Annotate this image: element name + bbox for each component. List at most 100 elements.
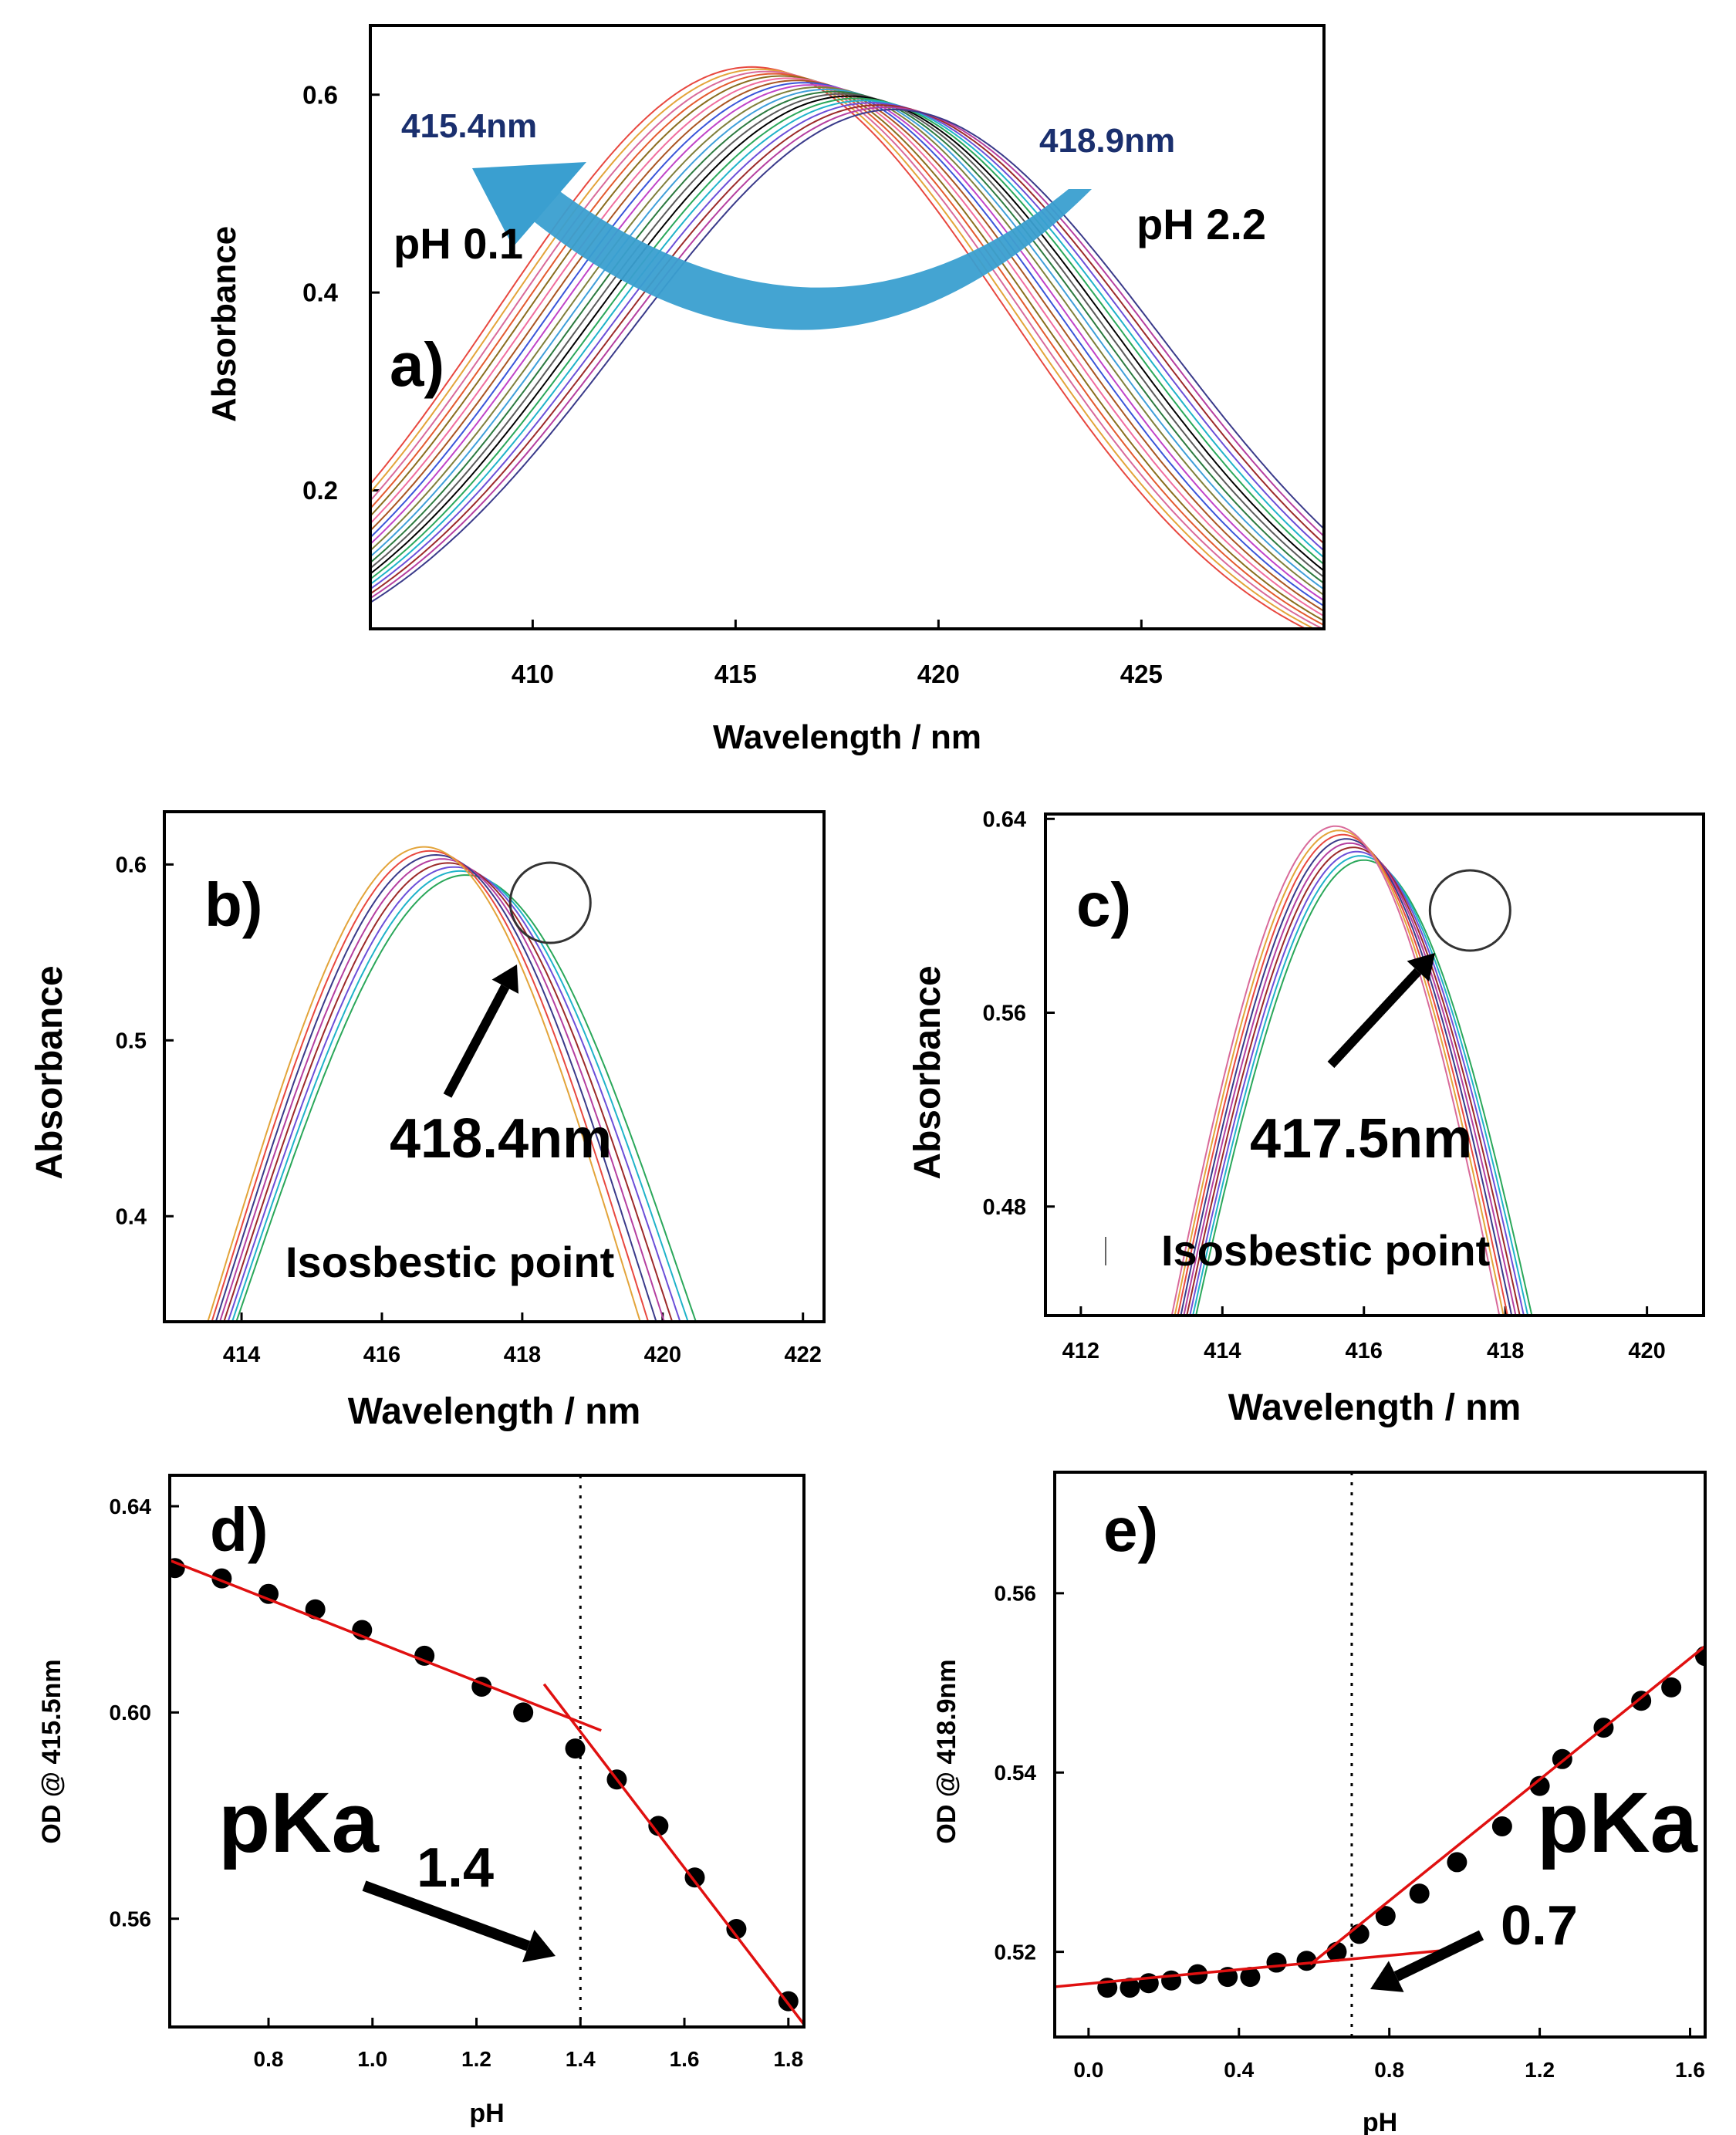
isosbestic-caption: Isosbestic point	[1161, 1226, 1490, 1275]
spectrum-series	[370, 88, 1324, 590]
isosbestic-circle	[508, 861, 592, 944]
data-point	[684, 1867, 705, 1888]
spectrum-series	[211, 850, 650, 1322]
data-point	[1296, 1951, 1317, 1971]
y-tick-label: 0.2	[302, 476, 338, 505]
ph-label-right: pH 2.2	[1137, 200, 1266, 248]
fit-line-1	[1054, 1948, 1457, 1988]
isosbestic-circle	[1428, 869, 1511, 952]
x-tick-label: 418	[1487, 1339, 1524, 1363]
x-tick-label: 1.6	[670, 2047, 700, 2071]
shift-arrow-body	[513, 174, 1092, 330]
y-tick-label: 0.6	[302, 80, 338, 109]
fit-line-2	[542, 1683, 806, 2025]
panel-label-b: b)	[204, 870, 263, 939]
spectrum-series	[370, 68, 1316, 629]
x-tick-label: 420	[644, 1343, 681, 1367]
spectrum-series	[370, 104, 1324, 595]
y-tick-label: 0.5	[116, 1029, 147, 1053]
isosbestic-wavelength-label: 417.5nm	[1250, 1108, 1472, 1170]
data-point	[648, 1816, 669, 1836]
spectrum-series	[214, 853, 657, 1322]
data-point	[1631, 1691, 1652, 1711]
y-tick-label: 0.60	[110, 1701, 152, 1725]
y-tick-label: 0.64	[110, 1495, 152, 1518]
y-axis-label: Absorbance	[205, 226, 243, 422]
plot-frame-e	[1053, 1471, 1707, 2039]
pka-arrow-head	[1370, 1961, 1404, 1992]
data-point	[1409, 1883, 1430, 1904]
x-tick-label: 0.4	[1224, 2058, 1254, 2082]
x-tick-label: 0.0	[1073, 2058, 1103, 2082]
peak-label-left: 415.4nm	[401, 107, 537, 145]
x-tick-label: 416	[1346, 1339, 1383, 1363]
spectrum-series	[370, 90, 1324, 584]
spectrum-series	[231, 870, 689, 1322]
y-tick-label: 0.52	[995, 1940, 1037, 1964]
spectrum-series	[1186, 846, 1521, 1316]
pka-arrow-shaft	[1393, 1930, 1484, 1981]
x-tick-label: 418	[504, 1343, 541, 1367]
plot-frame-a	[369, 24, 1326, 630]
isosbestic-arrow-head	[491, 964, 519, 994]
x-tick-label: 422	[785, 1343, 822, 1367]
spectrum-series	[370, 70, 1324, 629]
y-axis-label: Absorbance	[907, 965, 948, 1179]
data-point	[1529, 1775, 1550, 1796]
x-tick-label: 0.8	[1374, 2058, 1404, 2082]
panel-c: 412 414 416 418 420 0.48 0.56 0.64 Wavelength / …	[907, 807, 1705, 1428]
spectrum-series	[370, 100, 1324, 585]
y-tick-label: 0.48	[983, 1195, 1026, 1220]
x-tick-label: 1.2	[1525, 2058, 1555, 2082]
spectrum-series	[223, 862, 674, 1322]
y-axis-label: Absorbance	[29, 965, 70, 1179]
spectrum-series	[370, 97, 1324, 580]
isosbestic-caption: Isosbestic point	[285, 1238, 614, 1286]
x-tick-label: 414	[223, 1343, 260, 1367]
y-tick-label: 0.56	[995, 1582, 1037, 1606]
panel-label-c: c)	[1076, 870, 1131, 939]
x-axis-label: Wavelength / nm	[348, 1391, 641, 1432]
x-tick-label: 1.4	[566, 2047, 596, 2071]
data-point	[513, 1702, 534, 1723]
x-tick-label: 420	[917, 660, 960, 688]
ph-label-left: pH 0.1	[393, 219, 523, 268]
x-axis-label: pH	[1363, 2108, 1397, 2135]
data-point	[1266, 1952, 1287, 1973]
isosbestic-arrow-head	[1407, 953, 1435, 982]
panel-label-d: d)	[210, 1495, 269, 1564]
pka-arrow-shaft	[362, 1880, 531, 1951]
panel-d: 0.8 1.0 1.2 1.4 1.6 1.8 0.56 0.60 0.64 pH OD @ 415…	[37, 1474, 806, 2128]
spectra-group-b	[207, 846, 697, 1322]
x-tick-label: 416	[363, 1343, 400, 1367]
spectra-group-c	[1170, 825, 1533, 1316]
panel-label-e: e)	[1103, 1495, 1158, 1564]
spectra-group-a	[370, 66, 1324, 629]
plot-frame-b	[163, 810, 826, 1323]
isosbestic-arrow-shaft	[443, 984, 510, 1098]
data-point	[414, 1645, 435, 1666]
panel-e: 0.0 0.4 0.8 1.2 1.6 0.52 0.54 0.56 pH OD @ 418.9n…	[932, 1471, 1707, 2135]
spectrum-series	[370, 109, 1324, 603]
x-axis-label: Wavelength / nm	[1228, 1387, 1522, 1428]
x-axis-label: pH	[469, 2099, 504, 2128]
x-tick-label: 420	[1628, 1339, 1665, 1363]
spectrum-series	[1189, 850, 1525, 1316]
panel-b: 414 416 418 420 422 0.4 0.5 0.6 Wavelength / nm A…	[29, 810, 826, 1432]
pka-value: 1.4	[417, 1837, 494, 1899]
spectrum-series	[1170, 825, 1501, 1316]
x-tick-label: 414	[1204, 1339, 1241, 1363]
isosbestic-wavelength-label: 418.4nm	[390, 1108, 612, 1170]
spectrum-series	[1183, 842, 1517, 1316]
x-tick-label: 1.6	[1675, 2058, 1705, 2082]
fit-line-1	[169, 1559, 602, 1732]
pka-arrow-head	[522, 1929, 556, 1963]
x-tick-label: 1.0	[357, 2047, 387, 2071]
data-point	[1240, 1967, 1261, 1988]
x-tick-label: 412	[1062, 1339, 1099, 1363]
data-point	[1120, 1978, 1140, 1998]
y-tick-label: 0.6	[116, 853, 147, 878]
spectrum-series	[227, 866, 681, 1322]
